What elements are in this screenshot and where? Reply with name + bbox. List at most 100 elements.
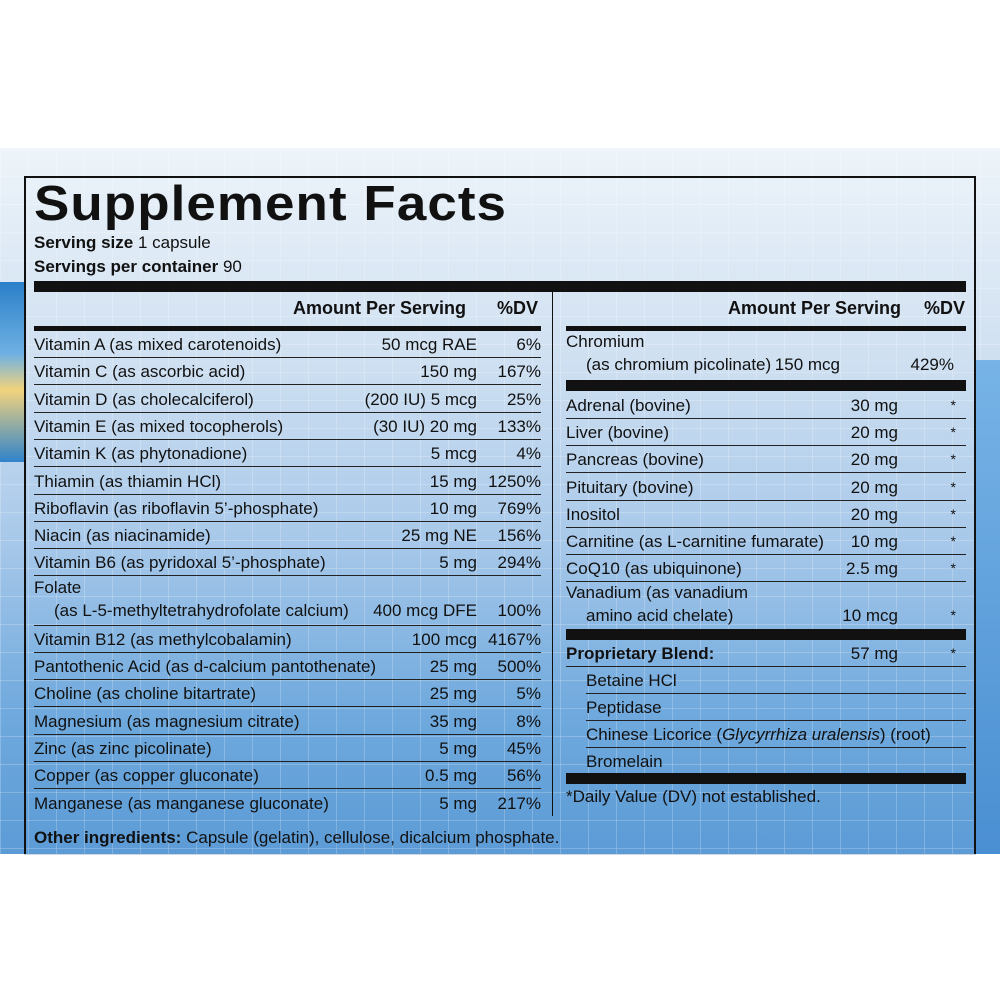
serving-size: Serving size 1 capsule xyxy=(34,233,211,252)
licorice-prefix: Chinese Licorice ( xyxy=(586,725,723,745)
nutrient-dv: 156% xyxy=(497,526,541,546)
nutrient-name: Thiamin (as thiamin HCl) xyxy=(34,471,222,491)
ingredient-row: Pancreas (bovine) 20 mg * xyxy=(566,446,966,474)
nutrient-name: Liver (bovine) xyxy=(566,423,669,443)
nutrient-row: Vitamin C (as ascorbic acid) 150 mg 167% xyxy=(34,358,541,386)
left-amount-header: Amount Per Serving xyxy=(293,298,467,318)
nutrient-source: (as chromium picolinate) xyxy=(586,355,772,374)
nutrient-dv: * xyxy=(950,533,956,549)
nutrient-dv: 1250% xyxy=(488,471,541,491)
nutrient-amount: 400 mcg DFE xyxy=(373,600,477,620)
nutrient-row: Magnesium (as magnesium citrate) 35 mg 8% xyxy=(34,708,541,735)
nutrient-amount: 25 mg NE xyxy=(401,526,477,546)
nutrient-amount: 50 mcg RAE xyxy=(381,335,477,354)
nutrient-amount: 0.5 mg xyxy=(425,766,477,786)
nutrient-name: Pituitary (bovine) xyxy=(566,477,694,497)
nutrient-name: Folate xyxy=(34,577,82,597)
nutrient-row: Thiamin (as thiamin HCl) 15 mg 1250% xyxy=(34,468,541,495)
nutrient-amount: 5 mcg xyxy=(430,444,477,464)
nutrient-amount: 20 mg xyxy=(850,477,898,497)
nutrient-row: Pantothenic Acid (as d-calcium pantothen… xyxy=(34,653,541,680)
nutrient-dv: 217% xyxy=(497,793,541,813)
nutrient-amount: 20 mg xyxy=(850,450,898,470)
nutrient-name: CoQ10 (as ubiquinone) xyxy=(566,559,742,579)
nutrient-dv: 6% xyxy=(516,335,541,354)
blend-ingredient-name: Bromelain xyxy=(586,752,663,772)
nutrient-dv: 25% xyxy=(506,389,541,409)
nutrient-name: Magnesium (as magnesium citrate) xyxy=(34,711,300,731)
nutrient-amount: (30 IU) 20 mg xyxy=(373,416,477,436)
nutrient-name: Niacin (as niacinamide) xyxy=(34,526,211,546)
panel-bottom-edge xyxy=(24,854,976,855)
blend-ingredient-row: Betaine HCl xyxy=(586,667,966,695)
nutrient-name: Carnitine (as L-carnitine fumarate) xyxy=(566,532,824,551)
nutrient-amount: 2.5 mg xyxy=(846,559,898,579)
nutrient-amount: 10 mcg xyxy=(842,606,898,626)
chromium-separator-bar xyxy=(566,380,966,391)
nutrient-amount: 30 mg xyxy=(850,396,898,415)
nutrient-row-chromium: Chromium (as chromium picolinate) 150 mcg 4… xyxy=(566,331,966,380)
blend-ingredient-row: Bromelain xyxy=(586,748,966,775)
proprietary-blend-row: Proprietary Blend: 57 mg * xyxy=(566,640,966,668)
nutrient-dv: 500% xyxy=(497,657,541,676)
nutrient-row: Vitamin E (as mixed tocopherols) (30 IU) … xyxy=(34,413,541,440)
nutrient-name: Proprietary Blend: xyxy=(566,644,715,664)
nutrient-row: Copper (as copper gluconate) 0.5 mg 56% xyxy=(34,762,541,790)
ingredient-row: Adrenal (bovine) 30 mg * xyxy=(566,392,966,419)
nutrient-name: Vitamin E (as mixed tocopherols) xyxy=(34,416,284,436)
nutrient-row: Niacin (as niacinamide) 25 mg NE 156% xyxy=(34,522,541,550)
nutrient-name: Copper (as copper gluconate) xyxy=(34,766,259,786)
nutrient-dv: 8% xyxy=(516,711,541,731)
nutrient-dv: 769% xyxy=(497,498,541,518)
nutrient-row: Vitamin K (as phytonadione) 5 mcg 4% xyxy=(34,440,541,468)
nutrient-amount: 25 mg xyxy=(429,657,477,676)
nutrient-dv: * xyxy=(950,424,956,441)
nutrient-name: Vitamin D (as cholecalciferol) xyxy=(34,389,254,409)
nutrient-row: Vitamin A (as mixed carotenoids) 50 mcg R… xyxy=(34,331,541,358)
left-dv-header: %DV xyxy=(497,298,539,318)
right-dv-header: %DV xyxy=(924,298,966,318)
nutrient-amount: 150 mg xyxy=(420,362,477,382)
background-band xyxy=(0,148,1000,854)
nutrient-dv: * xyxy=(950,505,956,522)
blend-ingredient-name: Betaine HCl xyxy=(586,671,677,691)
nutrient-name: Riboflavin (as riboflavin 5’-phosphate) xyxy=(34,498,319,518)
footnote-separator-bar xyxy=(566,773,966,785)
nutrient-amount: 150 mcg xyxy=(774,355,840,374)
column-divider xyxy=(552,292,553,816)
nutrient-amount: 10 mg xyxy=(850,532,898,551)
background-grid xyxy=(0,148,1000,854)
ingredient-row: Liver (bovine) 20 mg * xyxy=(566,419,966,447)
nutrient-amount: 5 mg xyxy=(439,793,477,813)
nutrient-row: Vitamin D (as cholecalciferol) (200 IU) 5… xyxy=(34,386,541,413)
ingredient-row-vanadium: Vanadium (as vanadium amino acid chelate)… xyxy=(566,582,966,631)
nutrient-row: Zinc (as zinc picolinate) 5 mg 45% xyxy=(34,735,541,762)
ingredient-row: CoQ10 (as ubiquinone) 2.5 mg * xyxy=(566,555,966,583)
licorice-latin-name: Glycyrrhiza uralensis xyxy=(722,725,880,745)
nutrient-dv: * xyxy=(950,451,956,468)
nutrient-row: Manganese (as manganese gluconate) 5 mg 21… xyxy=(34,790,541,817)
nutrient-dv: 4167% xyxy=(488,629,541,649)
nutrient-dv: * xyxy=(950,478,956,495)
ingredient-row: Inositol 20 mg * xyxy=(566,501,966,528)
nutrient-dv: 133% xyxy=(497,416,541,436)
left-header-rule xyxy=(34,326,541,331)
nutrient-amount: 15 mg xyxy=(429,471,477,491)
nutrient-name: Inositol xyxy=(566,504,620,524)
nutrient-name: Vitamin A (as mixed carotenoids) xyxy=(34,335,282,354)
nutrient-source: (as L-5-methyltetrahydrofolate calcium) xyxy=(54,600,349,620)
nutrient-dv: 56% xyxy=(506,766,541,786)
nutrient-amount: 25 mg xyxy=(429,684,477,704)
nutrient-dv: * xyxy=(950,645,956,662)
nutrient-name: Choline (as choline bitartrate) xyxy=(34,684,257,704)
blend-ingredient-name: Peptidase xyxy=(586,698,662,718)
nutrient-dv: 5% xyxy=(516,684,541,704)
nutrient-row: Vitamin B6 (as pyridoxal 5’-phosphate) 5 … xyxy=(34,549,541,577)
nutrient-amount: 10 mg xyxy=(429,498,477,518)
nutrient-dv: 167% xyxy=(497,362,541,382)
nutrient-name: Manganese (as manganese gluconate) xyxy=(34,793,329,813)
header-bar xyxy=(34,281,966,292)
blend-separator-bar xyxy=(566,629,966,641)
nutrient-amount: 35 mg xyxy=(429,711,477,731)
nutrient-dv: 429% xyxy=(910,355,954,374)
